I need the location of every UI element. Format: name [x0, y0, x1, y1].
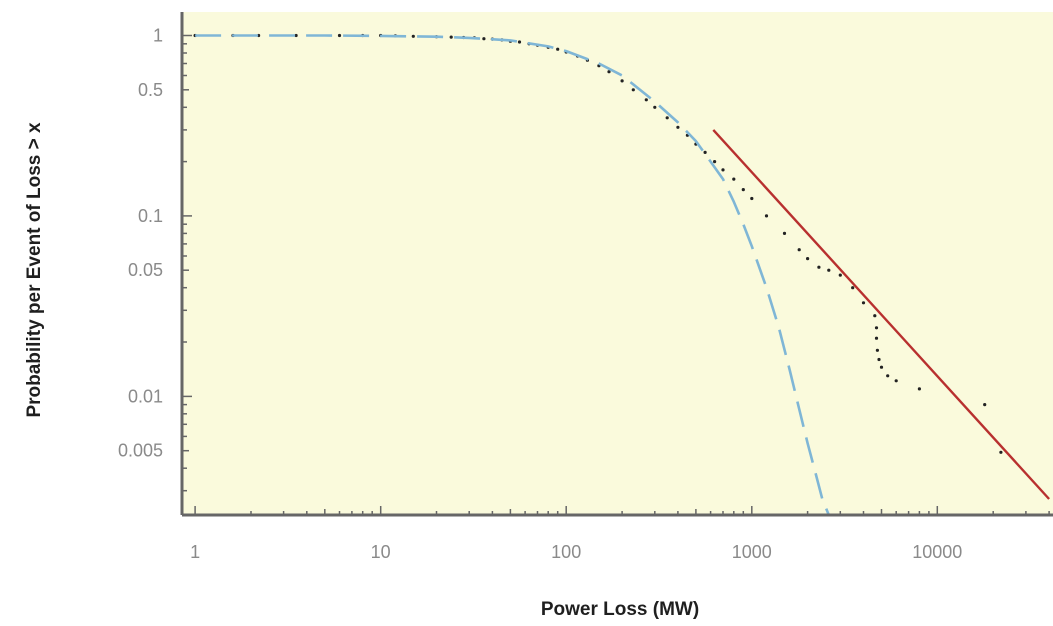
- y-tick-label: 0.01: [128, 386, 163, 406]
- tick-marks: [182, 34, 1050, 515]
- data-point: [874, 336, 879, 340]
- y-tick-label: 0.005: [118, 441, 163, 461]
- x-tick-label: 1000: [732, 542, 772, 562]
- data-point: [874, 326, 879, 330]
- data-point: [411, 34, 415, 38]
- data-point: [917, 387, 922, 391]
- data-point: [721, 168, 725, 172]
- data-point: [851, 286, 855, 290]
- x-tick-label: 1: [190, 542, 200, 562]
- data-point: [631, 88, 635, 92]
- data-point: [861, 301, 866, 305]
- plot-area: [182, 12, 1053, 515]
- data-point: [894, 379, 898, 383]
- data-point: [676, 125, 680, 129]
- data-point: [449, 35, 453, 39]
- data-point: [827, 268, 831, 272]
- data-point: [877, 357, 881, 362]
- data-point: [741, 188, 745, 192]
- data-point: [653, 105, 657, 109]
- series-2-line: [712, 129, 1050, 500]
- data-point: [556, 47, 560, 51]
- data-point: [750, 196, 754, 201]
- y-tick-label: 1: [153, 26, 163, 46]
- data-point: [875, 348, 880, 352]
- data-point: [886, 374, 890, 378]
- series-1-line: [195, 34, 831, 516]
- data-point: [703, 150, 707, 154]
- series-layer: [193, 33, 1050, 516]
- x-tick-label: 10000: [912, 542, 962, 562]
- y-axis-title: Probability per Event of Loss > x: [24, 122, 45, 418]
- x-tick-label: 100: [551, 542, 581, 562]
- data-point: [517, 40, 522, 44]
- data-point: [713, 160, 717, 164]
- data-point: [294, 33, 298, 38]
- data-point: [482, 37, 486, 41]
- x-tick-label: 10: [371, 542, 391, 562]
- y-tick-label: 0.1: [138, 206, 163, 226]
- data-point: [337, 33, 342, 38]
- data-point: [607, 70, 611, 74]
- data-point: [838, 273, 842, 277]
- axes: [180, 12, 1053, 517]
- data-point: [732, 177, 736, 181]
- data-point: [999, 450, 1003, 454]
- y-tick-label: 0.05: [128, 260, 163, 280]
- x-axis-title: Power Loss (MW): [541, 599, 699, 620]
- data-point: [879, 365, 884, 369]
- data-point: [983, 403, 987, 407]
- data-point: [817, 265, 821, 269]
- data-point: [644, 98, 648, 102]
- data-point: [764, 214, 769, 218]
- data-point: [873, 314, 877, 318]
- tick-labels: 1 10 100 1000 10000 1 0.5 0.1 0.05 0.01 0.005: [118, 26, 962, 563]
- data-point: [782, 231, 787, 235]
- data-point: [806, 257, 810, 261]
- data-point: [797, 248, 801, 252]
- y-tick-label: 0.5: [138, 80, 163, 100]
- data-point: [665, 116, 669, 120]
- data-point: [620, 79, 624, 83]
